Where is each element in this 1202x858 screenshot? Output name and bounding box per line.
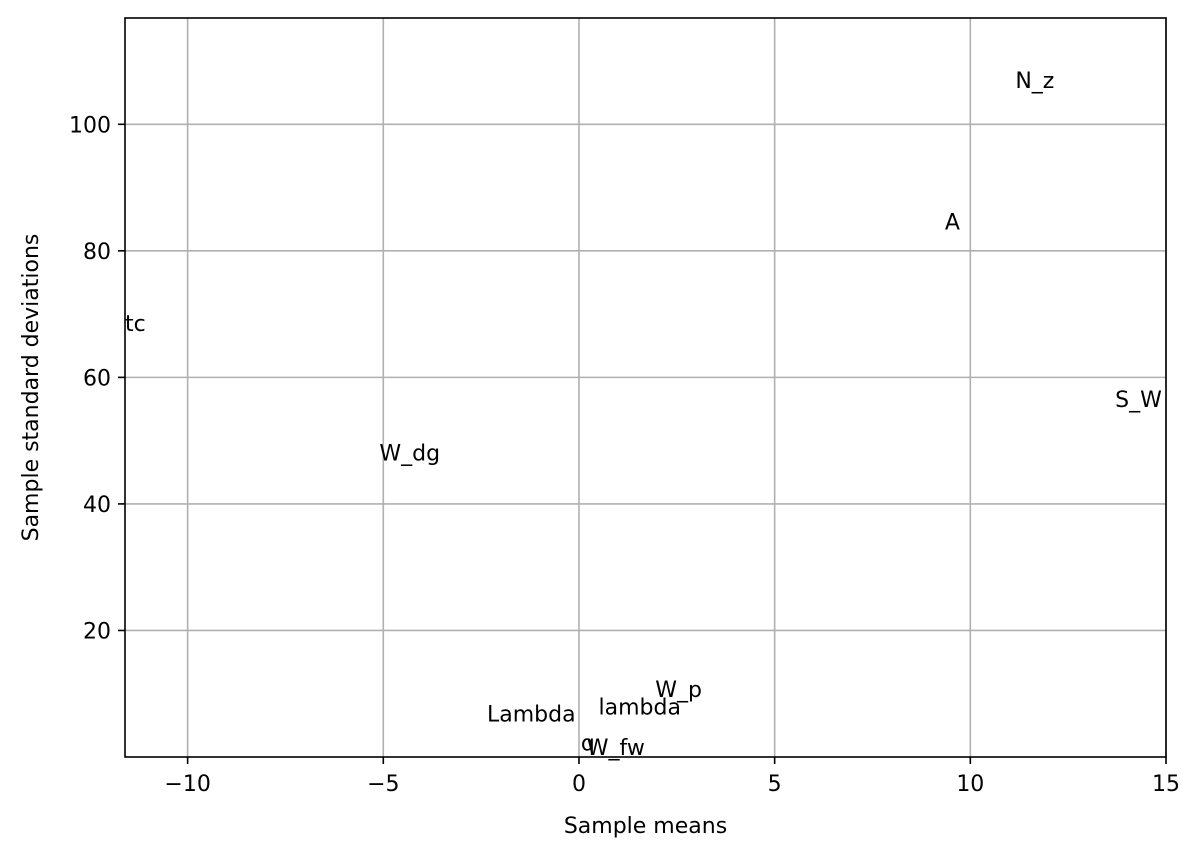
y-tick-label: 20 — [83, 619, 111, 644]
x-tick-label: −10 — [164, 772, 210, 797]
point-label: S_W — [1115, 388, 1162, 413]
x-tick-label: 5 — [768, 772, 782, 797]
x-tick-label: 15 — [1152, 772, 1180, 797]
point-label: q — [581, 732, 595, 757]
x-tick-label: −5 — [367, 772, 399, 797]
y-axis-label: Sample standard deviations — [19, 234, 44, 542]
axis-ticks: −10 −5 0 5 10 15 20 40 60 80 100 — [69, 113, 1180, 797]
point-label: lambda — [599, 696, 681, 721]
point-label: A — [945, 210, 960, 235]
point-label: N_z — [1015, 69, 1054, 94]
y-tick-label: 80 — [83, 240, 111, 265]
y-tick-label: 100 — [69, 113, 111, 138]
point-label: W_p — [655, 678, 702, 703]
x-tick-label: 0 — [572, 772, 586, 797]
point-label: Lambda — [487, 703, 576, 728]
y-tick-label: 40 — [83, 493, 111, 518]
plot-frame — [124, 17, 1167, 758]
x-tick-label: 10 — [956, 772, 984, 797]
point-label: W_fw — [587, 736, 645, 761]
grid — [125, 18, 1167, 757]
point-label: tc — [125, 312, 146, 337]
y-tick-label: 60 — [83, 366, 111, 391]
x-axis-label: Sample means — [564, 814, 727, 839]
point-label: W_dg — [379, 441, 440, 466]
